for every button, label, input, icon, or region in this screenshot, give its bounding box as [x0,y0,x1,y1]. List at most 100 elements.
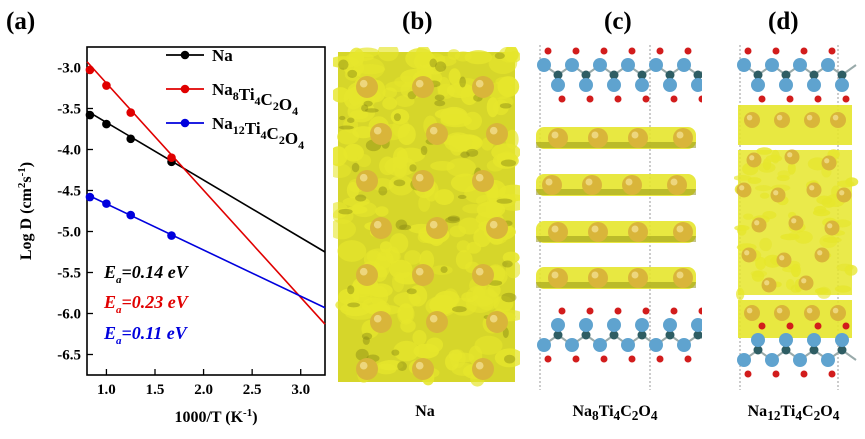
y-tick-label: -6.0 [57,307,81,323]
na-atom-highlight [832,307,839,314]
charge-density-blob [455,250,473,270]
o-atom [842,322,850,330]
ti-atom [835,333,849,347]
na-atom [472,170,494,192]
c-atom [753,70,763,80]
charge-density-blob [466,241,482,254]
c-atom [753,345,763,355]
density-shadow [346,117,355,123]
density-shadow [500,159,517,167]
na-atom-highlight [359,173,368,182]
charge-density-blob [794,230,813,244]
density-shadow [338,125,354,130]
fit-line-2 [86,193,326,309]
ti-atom [793,353,807,367]
o-atom [744,47,752,55]
na-atom-highlight [670,178,678,186]
na-atom-highlight [631,271,639,279]
o-atom [656,355,664,363]
density-shadow [536,189,696,195]
charge-density-blob [434,189,455,206]
charge-density-blob [352,126,375,139]
o-atom [572,47,580,55]
data-point-2 [102,199,111,208]
ti-atom [565,338,579,352]
na-atom [667,175,687,195]
legend-label-1: Na8Ti4C2O4 [212,80,298,118]
charge-density-blob [377,47,399,62]
na-atom-highlight [429,126,438,135]
ti-atom [621,338,635,352]
ti-atom [607,318,621,332]
x-tick-label: 3.0 [291,382,310,398]
na-atom-highlight [475,361,484,370]
ti-atom [751,333,765,347]
na-atom [804,112,820,128]
data-point-2 [85,192,95,202]
c-atom [609,70,619,80]
c-atom [809,345,819,355]
ti-atom [765,353,779,367]
density-shadow [362,336,370,345]
charge-density-blob [368,283,393,298]
charge-density-blob [456,240,471,253]
ti-atom [551,318,565,332]
charge-density-blob [437,76,451,97]
data-point-1 [102,81,111,90]
y-tick-label: -5.0 [57,225,81,241]
na-atom [472,358,494,380]
o-atom [758,95,766,103]
na-atom-highlight [359,79,368,88]
charge-density-blob [348,47,365,67]
charge-density-blob [816,286,832,299]
o-atom [670,95,678,103]
c-atom [637,70,647,80]
y-tick-label: -4.0 [57,143,81,159]
na-atom-highlight [791,218,797,224]
ti-atom [593,338,607,352]
charge-density-blob [737,224,747,236]
c-atom [553,70,563,80]
charge-density-blob [396,147,426,163]
ti-atom [649,58,663,72]
o-atom [744,370,752,378]
na-atom [356,358,378,380]
charge-density-blob [333,163,352,179]
na-atom-highlight [489,220,498,229]
fit-line-0 [86,110,326,253]
c-atom [553,330,563,340]
na-atom [412,170,434,192]
na-atom [774,112,790,128]
ti-atom [793,58,807,72]
na-atom-highlight [764,280,770,286]
ti-atom [677,58,691,72]
charge-density-blob [333,219,357,240]
panel-label-a: (a) [6,8,36,35]
na-atom-highlight [625,178,633,186]
charge-density-blob [355,64,386,75]
charge-density-blob [375,206,389,217]
x-tick-label: 2.5 [243,382,262,398]
density-shadow [460,151,470,158]
density-shadow [440,266,448,273]
density-shadow [536,142,696,148]
o-atom [628,355,636,363]
density-shadow [338,59,349,70]
charge-density-blob [333,87,350,103]
c-atom [581,330,591,340]
o-atom [842,95,850,103]
charge-density-blob [505,129,519,150]
na-atom-highlight [839,190,845,196]
na-atom [744,305,760,321]
ti-atom [579,318,593,332]
activation-energy-label-1: Ea=0.23 eV [103,292,190,316]
ti-atom [565,58,579,72]
charge-density-blob [382,97,398,110]
charge-density-blob [758,162,776,173]
density-shadow [501,292,517,303]
na-atom [673,128,693,148]
na-atom [673,222,693,242]
na-atom-highlight [591,225,599,233]
na-atom [761,277,777,293]
charge-density-blob [834,285,852,293]
